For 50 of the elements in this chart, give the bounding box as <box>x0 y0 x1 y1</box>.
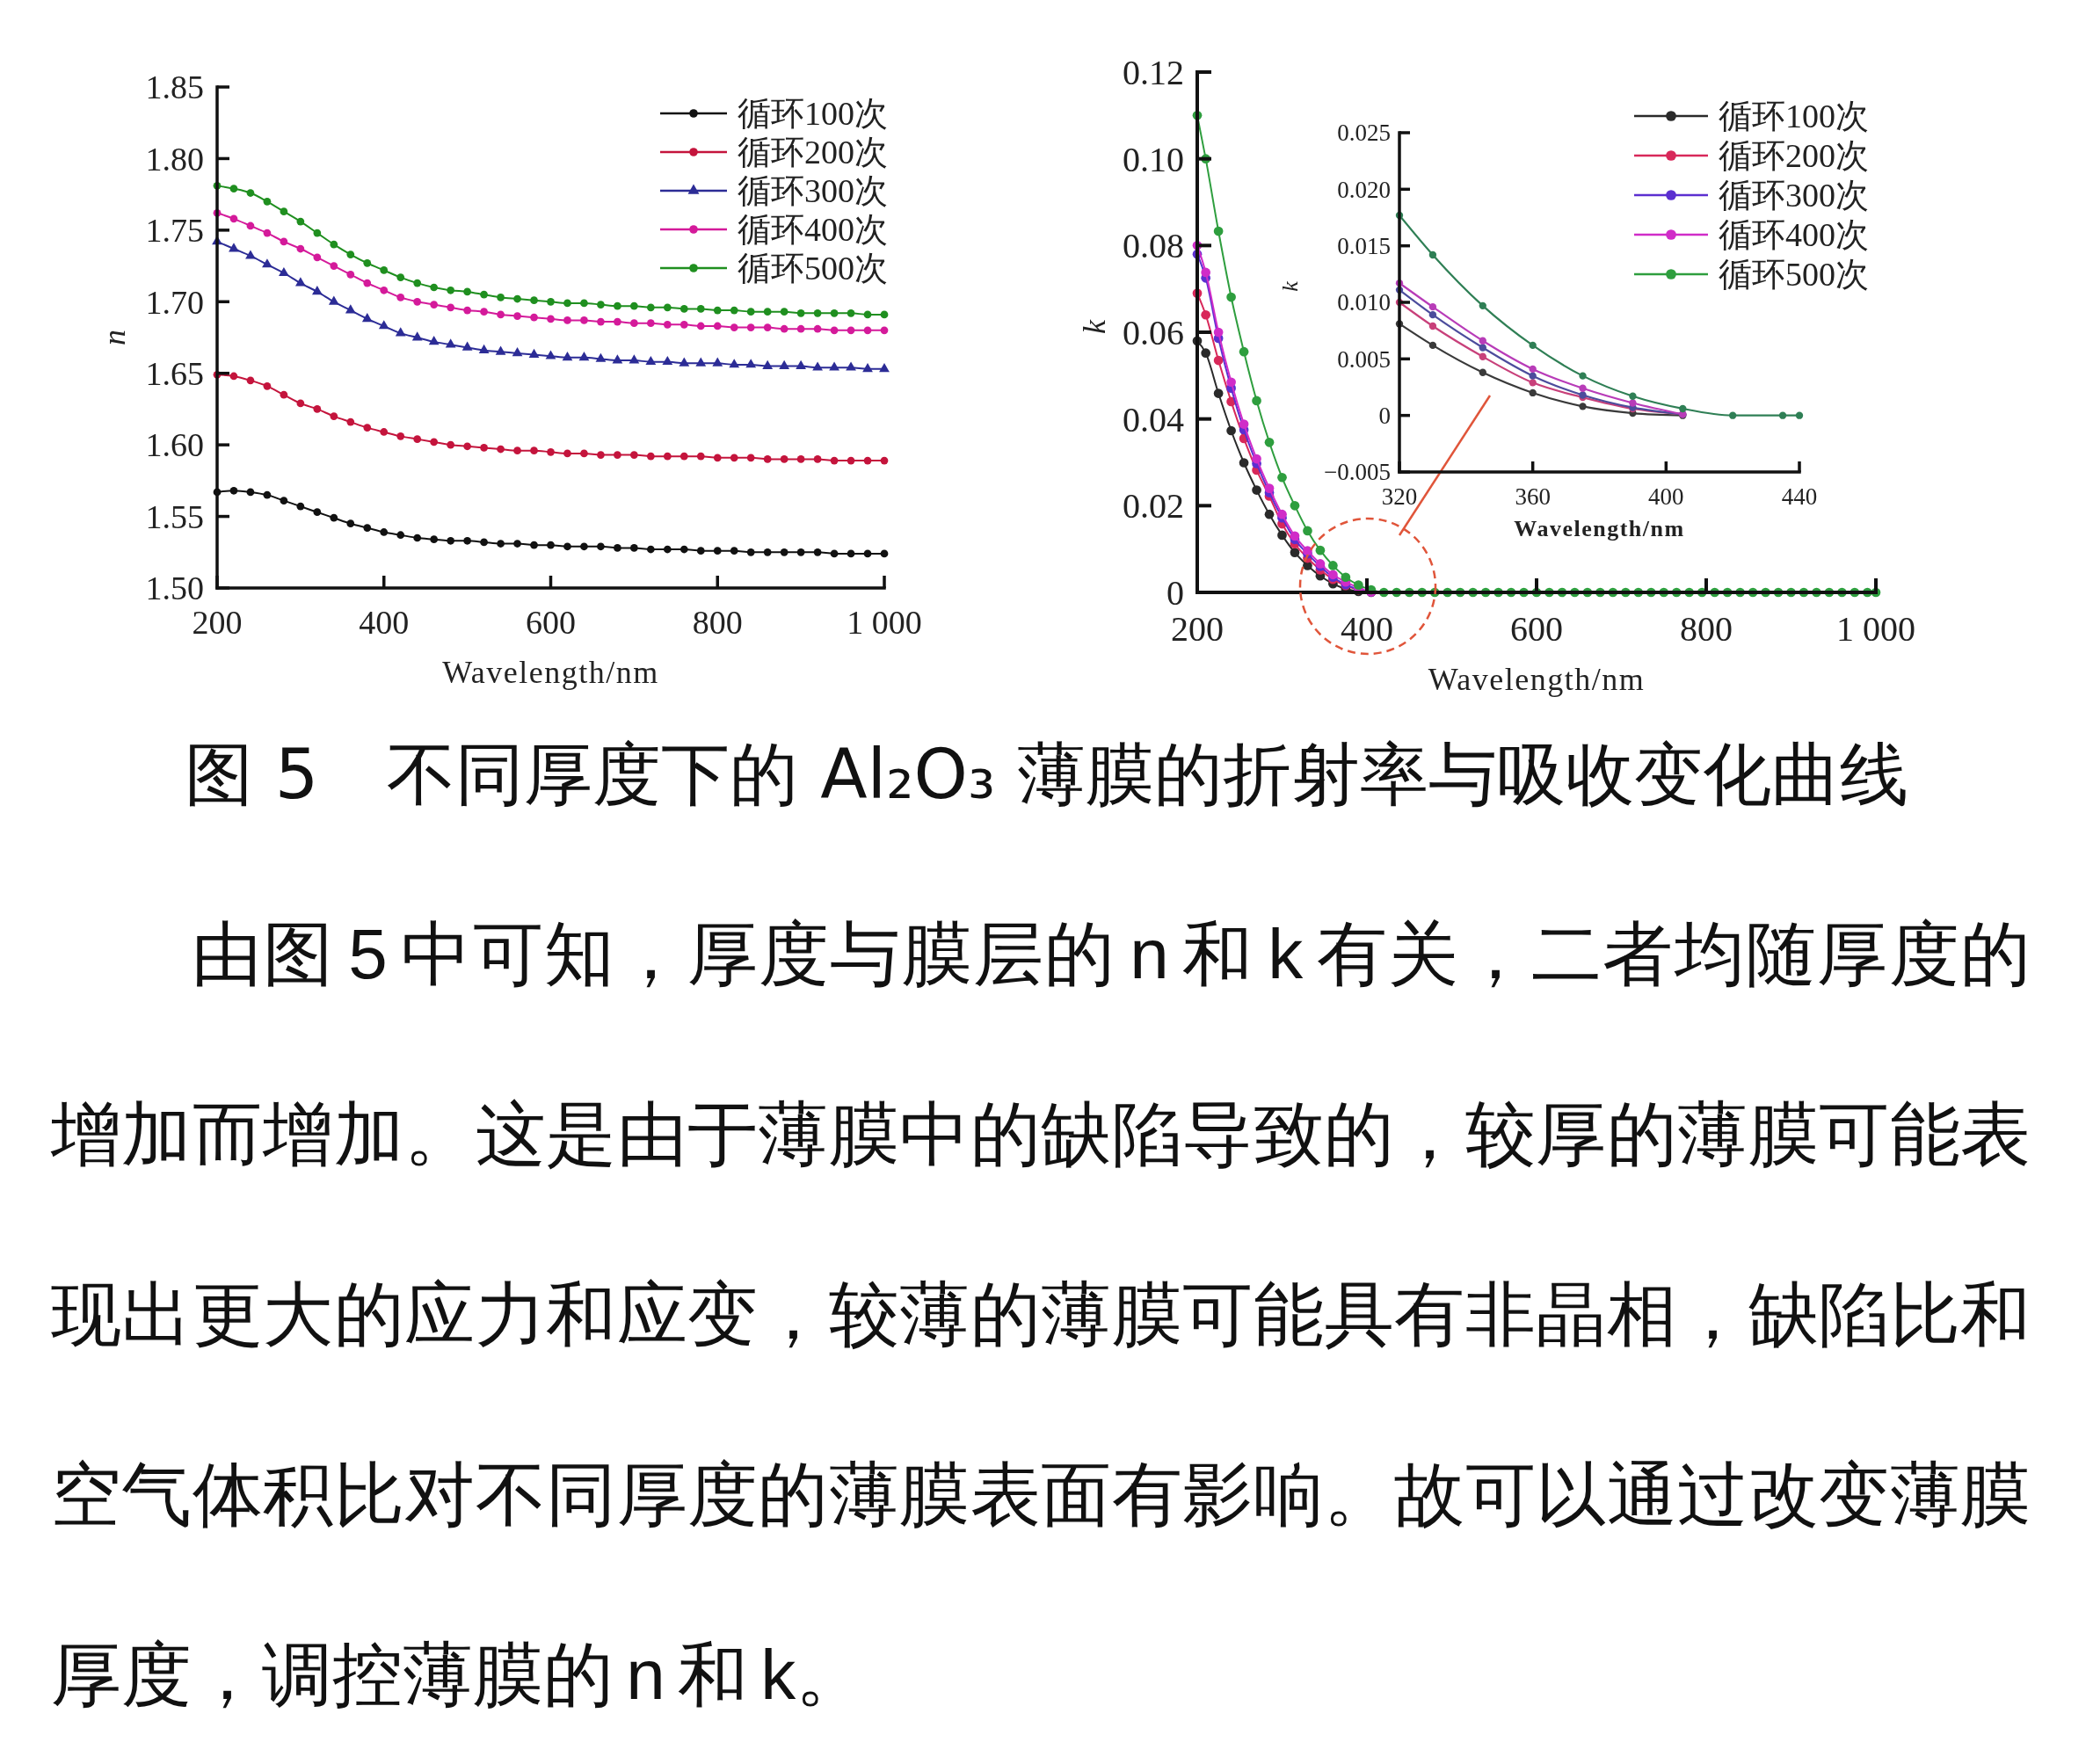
legend-label: 循环300次 <box>738 172 888 210</box>
y-tick-label: 0.020 <box>1337 176 1391 203</box>
legend-label: 循环100次 <box>738 95 888 133</box>
y-tick-label: 0.015 <box>1337 233 1391 260</box>
caption: 图 5 不同厚度下的 Al₂O₃ 薄膜的折射率与吸收变化曲线 <box>184 734 1909 816</box>
legend-label: 循环400次 <box>738 211 888 249</box>
x-axis-title: Wavelength/nm <box>442 655 659 690</box>
x-tick-label: 320 <box>1381 483 1418 510</box>
y-axis-title: k <box>1277 280 1304 292</box>
y-tick-label: 0.02 <box>1123 486 1184 526</box>
legend-label: 循环300次 <box>1719 177 1869 214</box>
y-axis-title: k <box>1076 318 1112 334</box>
y-tick-label: 0.12 <box>1123 53 1184 92</box>
x-tick-label: 600 <box>526 604 576 641</box>
x-tick-label: 360 <box>1515 483 1551 510</box>
y-axis-title: n <box>96 330 132 345</box>
x-tick-label: 800 <box>692 604 743 641</box>
legend-label: 循环400次 <box>1719 216 1869 254</box>
legend-label: 循环200次 <box>738 134 888 171</box>
x-tick-label: 400 <box>1648 483 1684 510</box>
y-tick-label: 1.70 <box>145 283 204 321</box>
y-tick-label: 0.10 <box>1123 139 1184 179</box>
x-tick-label: 440 <box>1781 483 1818 510</box>
legend-label: 循环100次 <box>1719 98 1869 135</box>
y-tick-label: 0.08 <box>1123 226 1184 266</box>
y-tick-label: 0 <box>1378 403 1391 430</box>
y-tick-label: 0.005 <box>1337 345 1391 373</box>
x-tick-label: 800 <box>1680 609 1733 649</box>
legend-label: 循环500次 <box>1719 256 1869 294</box>
y-tick-label: 1.80 <box>145 140 204 178</box>
y-tick-label: 1.55 <box>145 497 204 535</box>
y-tick-label: 0.025 <box>1337 120 1391 147</box>
x-tick-label: 1 000 <box>847 604 922 641</box>
y-tick-label: 1.65 <box>145 355 204 393</box>
y-tick-label: 1.85 <box>145 69 204 106</box>
x-axis-title: Wavelength/nm <box>1514 516 1685 541</box>
x-tick-label: 400 <box>1341 609 1393 649</box>
x-axis-title: Wavelength/nm <box>1428 662 1646 697</box>
y-tick-label: −0.005 <box>1324 459 1391 486</box>
y-tick-label: 1.75 <box>145 212 204 250</box>
x-tick-label: 1 000 <box>1836 609 1915 649</box>
y-tick-label: 1.60 <box>145 426 204 464</box>
x-tick-label: 600 <box>1510 609 1563 649</box>
y-tick-label: 0.06 <box>1123 313 1184 352</box>
text: 由图 5 中可知，厚度与膜层的 n 和 k 有关，二者均随厚度的增加而增加。这是由于薄膜中的缺陷导致的，较厚的薄膜可能表现出更大的应力和应变，较薄的薄膜可能具有非晶相，缺陷比和空气体积比对不同厚度的薄膜表面有影响。故可以通过改变薄膜厚度，调控薄膜的 n 和 k。 <box>51 915 2031 1714</box>
legend-label: 循环500次 <box>738 250 888 287</box>
y-tick-label: 0.010 <box>1337 289 1391 316</box>
x-tick-label: 400 <box>359 604 410 641</box>
y-tick-label: 0.04 <box>1123 399 1184 439</box>
legend-label: 循环200次 <box>1719 137 1869 175</box>
